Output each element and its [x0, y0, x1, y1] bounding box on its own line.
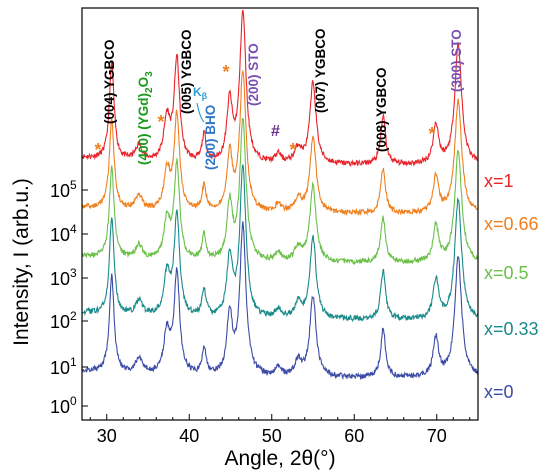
annotation-hash: # — [271, 123, 280, 140]
series-label-4: x=0 — [484, 382, 514, 402]
series-label-1: x=0.66 — [484, 214, 538, 234]
frame-layer: 30 40 50 60 70 100 101 102 103 104 105 — [50, 7, 479, 446]
annotation-kbeta: Kβ — [193, 85, 208, 101]
annotation-label-1: (400) (YGd)2O3 — [136, 71, 155, 165]
series-layer — [81, 9, 479, 381]
y-axis-label: Intensity, I (arb.u.) — [10, 178, 33, 346]
series-line-0 — [81, 9, 478, 168]
x-tick-label-3: 60 — [344, 426, 364, 446]
annotation-star-0: * — [94, 140, 101, 160]
series-label-3: x=0.33 — [484, 319, 538, 339]
y-tick-label-2: 102 — [50, 309, 77, 332]
series-line-4 — [81, 221, 479, 381]
annotation-star-1: * — [157, 112, 164, 132]
series-line-1 — [81, 69, 478, 217]
y-tick-label-4: 104 — [50, 222, 77, 245]
series-label-0: x=1 — [484, 171, 514, 191]
series-label-2: x=0.5 — [484, 263, 529, 283]
annotation-label-2: (005) YGBCO — [179, 29, 194, 114]
annotation-star-3: * — [289, 140, 296, 160]
annotation-star-4: * — [428, 124, 435, 144]
y-tick-label-1: 101 — [50, 355, 77, 378]
annotation-label-6: (008) YGBCO — [374, 67, 389, 152]
x-tick-label-2: 50 — [262, 426, 282, 446]
x-axis-label: Angle, 2θ(°) — [224, 447, 335, 470]
y-tick-label-0: 100 — [50, 394, 77, 417]
x-tick-label-4: 70 — [427, 426, 447, 446]
x-tick-label-0: 30 — [97, 426, 117, 446]
annotation-label-3: (200) BHO — [203, 105, 218, 170]
x-tick-label-1: 40 — [179, 426, 199, 446]
label-layer: Angle, 2θ(°) Intensity, I (arb.u.) x=1 x=0.… — [10, 28, 538, 470]
y-tick-label-3: 103 — [50, 266, 77, 289]
annotation-label-7: (300) STO — [449, 29, 464, 92]
series-line-2 — [81, 117, 479, 265]
plot-frame — [81, 7, 479, 421]
annotation-star-2: * — [222, 62, 229, 82]
kbeta-arrow — [196, 102, 205, 123]
y-tick-label-5: 105 — [50, 178, 77, 201]
series-line-3 — [81, 164, 479, 323]
annotation-label-4: (200) STO — [246, 43, 261, 106]
annotation-label-0: (004) YGBCO — [102, 39, 117, 124]
annotation-label-5: (007) YGBCO — [313, 28, 328, 113]
